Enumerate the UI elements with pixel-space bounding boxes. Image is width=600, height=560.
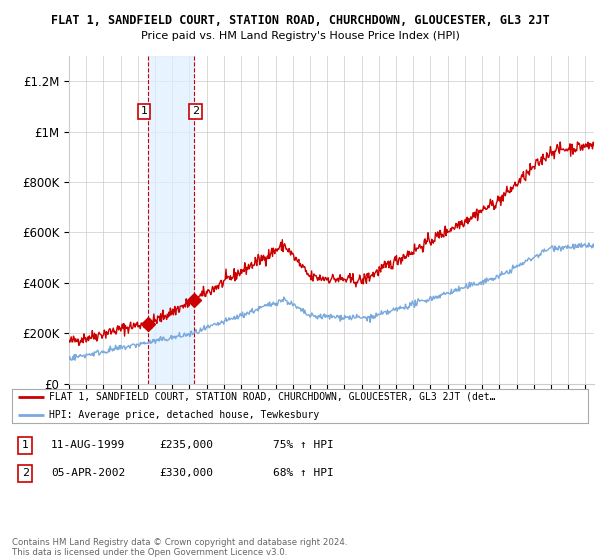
Text: 68% ↑ HPI: 68% ↑ HPI [273,468,334,478]
Point [189,296,199,305]
Text: 2: 2 [22,468,29,478]
Text: 2: 2 [192,106,199,116]
Text: 05-APR-2002: 05-APR-2002 [51,468,125,478]
Text: 1: 1 [22,440,29,450]
Point [143,320,153,329]
Bar [148,56,194,384]
Text: £330,000: £330,000 [159,468,213,478]
Text: HPI: Average price, detached house, Tewkesbury: HPI: Average price, detached house, Tewk… [49,410,320,421]
Text: 75% ↑ HPI: 75% ↑ HPI [273,440,334,450]
Text: Contains HM Land Registry data © Crown copyright and database right 2024.
This d: Contains HM Land Registry data © Crown c… [12,538,347,557]
Text: FLAT 1, SANDFIELD COURT, STATION ROAD, CHURCHDOWN, GLOUCESTER, GL3 2JT: FLAT 1, SANDFIELD COURT, STATION ROAD, C… [50,14,550,27]
Text: 1: 1 [140,106,148,116]
Text: FLAT 1, SANDFIELD COURT, STATION ROAD, CHURCHDOWN, GLOUCESTER, GL3 2JT (det…: FLAT 1, SANDFIELD COURT, STATION ROAD, C… [49,391,496,402]
Text: Price paid vs. HM Land Registry's House Price Index (HPI): Price paid vs. HM Land Registry's House … [140,31,460,41]
Text: £235,000: £235,000 [159,440,213,450]
Text: 11-AUG-1999: 11-AUG-1999 [51,440,125,450]
